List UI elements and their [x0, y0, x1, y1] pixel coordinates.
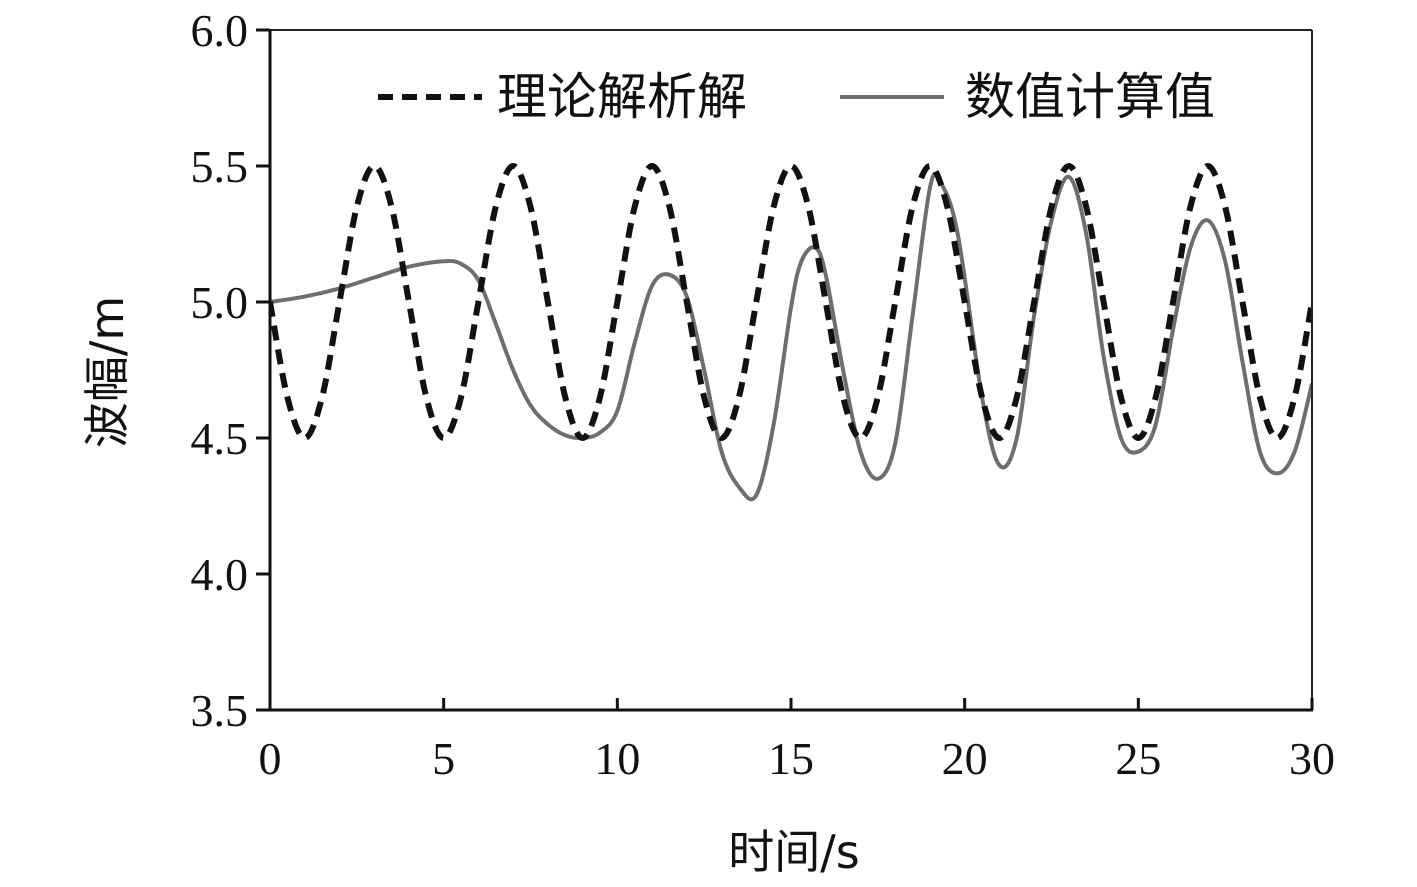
y-tick-label-1: 4.0 [191, 549, 249, 600]
x-tick-label-1: 5 [432, 733, 455, 784]
series-line-0 [270, 163, 1312, 441]
y-tick-label-0: 3.5 [191, 685, 249, 736]
legend-label-0: 理论解析解 [497, 68, 747, 126]
x-tick-label-6: 30 [1289, 733, 1335, 784]
y-tick-label-4: 5.5 [191, 141, 249, 192]
y-tick-label-5: 6.0 [191, 5, 249, 56]
x-tick-label-4: 20 [942, 733, 988, 784]
x-tick-label-0: 0 [259, 733, 282, 784]
x-axis-title: 时间/s [728, 825, 859, 879]
x-tick-label-2: 10 [594, 733, 640, 784]
legend-label-1: 数值计算值 [965, 68, 1215, 126]
plot-area [270, 163, 1312, 502]
y-tick-label-2: 4.5 [191, 413, 249, 464]
series-line-1 [270, 171, 1312, 502]
y-tick-label-3: 5.0 [191, 277, 249, 328]
x-tick-label-5: 25 [1115, 733, 1161, 784]
y-axis-title: 波幅/m [80, 296, 134, 448]
legend: 理论解析解 数值计算值 [378, 68, 1215, 126]
x-tick-label-3: 15 [768, 733, 814, 784]
axes: 0 5 10 15 20 25 30 3.5 4.0 4.5 5.0 5.5 6.0 [191, 5, 1336, 784]
